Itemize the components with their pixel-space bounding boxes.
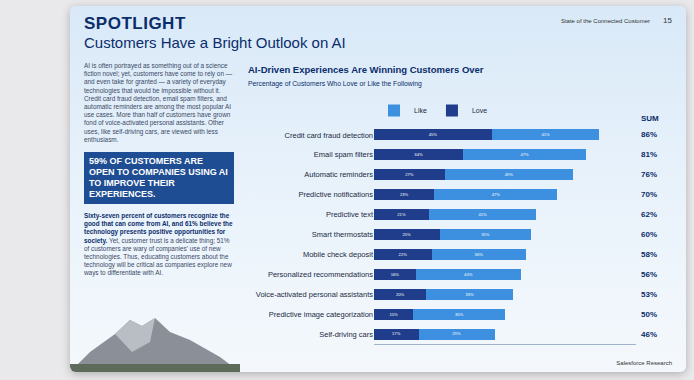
svg-text:Automatic reminders: Automatic reminders: [304, 170, 373, 179]
svg-text:Email spam filters: Email spam filters: [314, 150, 373, 159]
svg-text:70%: 70%: [641, 190, 657, 199]
svg-text:Predictive image categorizatio: Predictive image categorization: [269, 310, 373, 319]
svg-text:47%: 47%: [492, 192, 501, 197]
svg-text:34%: 34%: [414, 152, 423, 157]
svg-text:45%: 45%: [429, 132, 438, 137]
svg-text:62%: 62%: [641, 210, 657, 219]
html-text:Customers Have a Bright Outloo: Customers Have a Bright Outlook on AI: [84, 34, 346, 51]
svg-text:16%: 16%: [391, 272, 400, 277]
svg-text:81%: 81%: [641, 150, 657, 159]
svg-text:23%: 23%: [400, 192, 409, 197]
svg-text:Love: Love: [472, 107, 487, 114]
svg-text:20%: 20%: [396, 292, 405, 297]
svg-text:60%: 60%: [641, 230, 657, 239]
svg-text:56%: 56%: [641, 270, 657, 279]
svg-text:27%: 27%: [405, 172, 414, 177]
svg-text:36%: 36%: [475, 252, 484, 257]
svg-text:50%: 50%: [641, 310, 657, 319]
html-text:Percentage of Customers Who Lo: Percentage of Customers Who Love or Like…: [248, 80, 422, 87]
svg-text:Mobile check deposit: Mobile check deposit: [303, 250, 374, 259]
svg-text:Predictive text: Predictive text: [326, 210, 374, 219]
svg-text:Self-driving cars: Self-driving cars: [319, 330, 373, 339]
html-text:Sixty-seven percent of custome: Sixty-seven percent of customers recogni…: [84, 212, 233, 277]
svg-text:Predictive notifications: Predictive notifications: [298, 190, 373, 199]
html-text:SPOTLIGHT: SPOTLIGHT: [84, 14, 186, 33]
svg-text:21%: 21%: [397, 212, 406, 217]
svg-text:47%: 47%: [520, 152, 529, 157]
svg-text:46%: 46%: [641, 330, 657, 339]
svg-text:Like: Like: [414, 107, 427, 114]
svg-text:40%: 40%: [464, 272, 473, 277]
svg-text:49%: 49%: [505, 172, 514, 177]
html-text:State of the Connected Custome: State of the Connected Customer: [560, 18, 650, 24]
html-text:59% OF CUSTOMERS ARE OPEN TO C: 59% OF CUSTOMERS ARE OPEN TO COMPANIES U…: [89, 156, 228, 199]
svg-text:86%: 86%: [641, 130, 657, 139]
svg-text:53%: 53%: [641, 290, 657, 299]
svg-text:15%: 15%: [389, 312, 398, 317]
svg-text:41%: 41%: [541, 132, 550, 137]
svg-text:Credit card fraud detection: Credit card fraud detection: [285, 131, 373, 140]
svg-text:29%: 29%: [452, 331, 461, 336]
svg-text:58%: 58%: [641, 250, 657, 259]
html-text:Salesforce Research: Salesforce Research: [616, 360, 672, 366]
html-text:15: 15: [663, 16, 672, 25]
svg-text:35%: 35%: [481, 232, 490, 237]
svg-text:Personalized recommendations: Personalized recommendations: [268, 270, 373, 279]
svg-text:SUM: SUM: [641, 114, 659, 123]
svg-text:17%: 17%: [392, 331, 401, 336]
svg-text:35%: 35%: [455, 312, 464, 317]
html-text:AI-Driven Experiences Are Winn: AI-Driven Experiences Are Winning Custom…: [248, 64, 484, 75]
svg-text:Smart thermostats: Smart thermostats: [312, 230, 374, 239]
svg-text:41%: 41%: [479, 212, 488, 217]
svg-text:Voice-activated personal assis: Voice-activated personal assistants: [256, 290, 373, 299]
svg-text:33%: 33%: [465, 292, 474, 297]
svg-text:25%: 25%: [403, 232, 412, 237]
svg-text:76%: 76%: [641, 170, 657, 179]
html-text:AI is often portrayed as somet: AI is often portrayed as something out o…: [84, 62, 233, 143]
svg-text:22%: 22%: [399, 252, 408, 257]
